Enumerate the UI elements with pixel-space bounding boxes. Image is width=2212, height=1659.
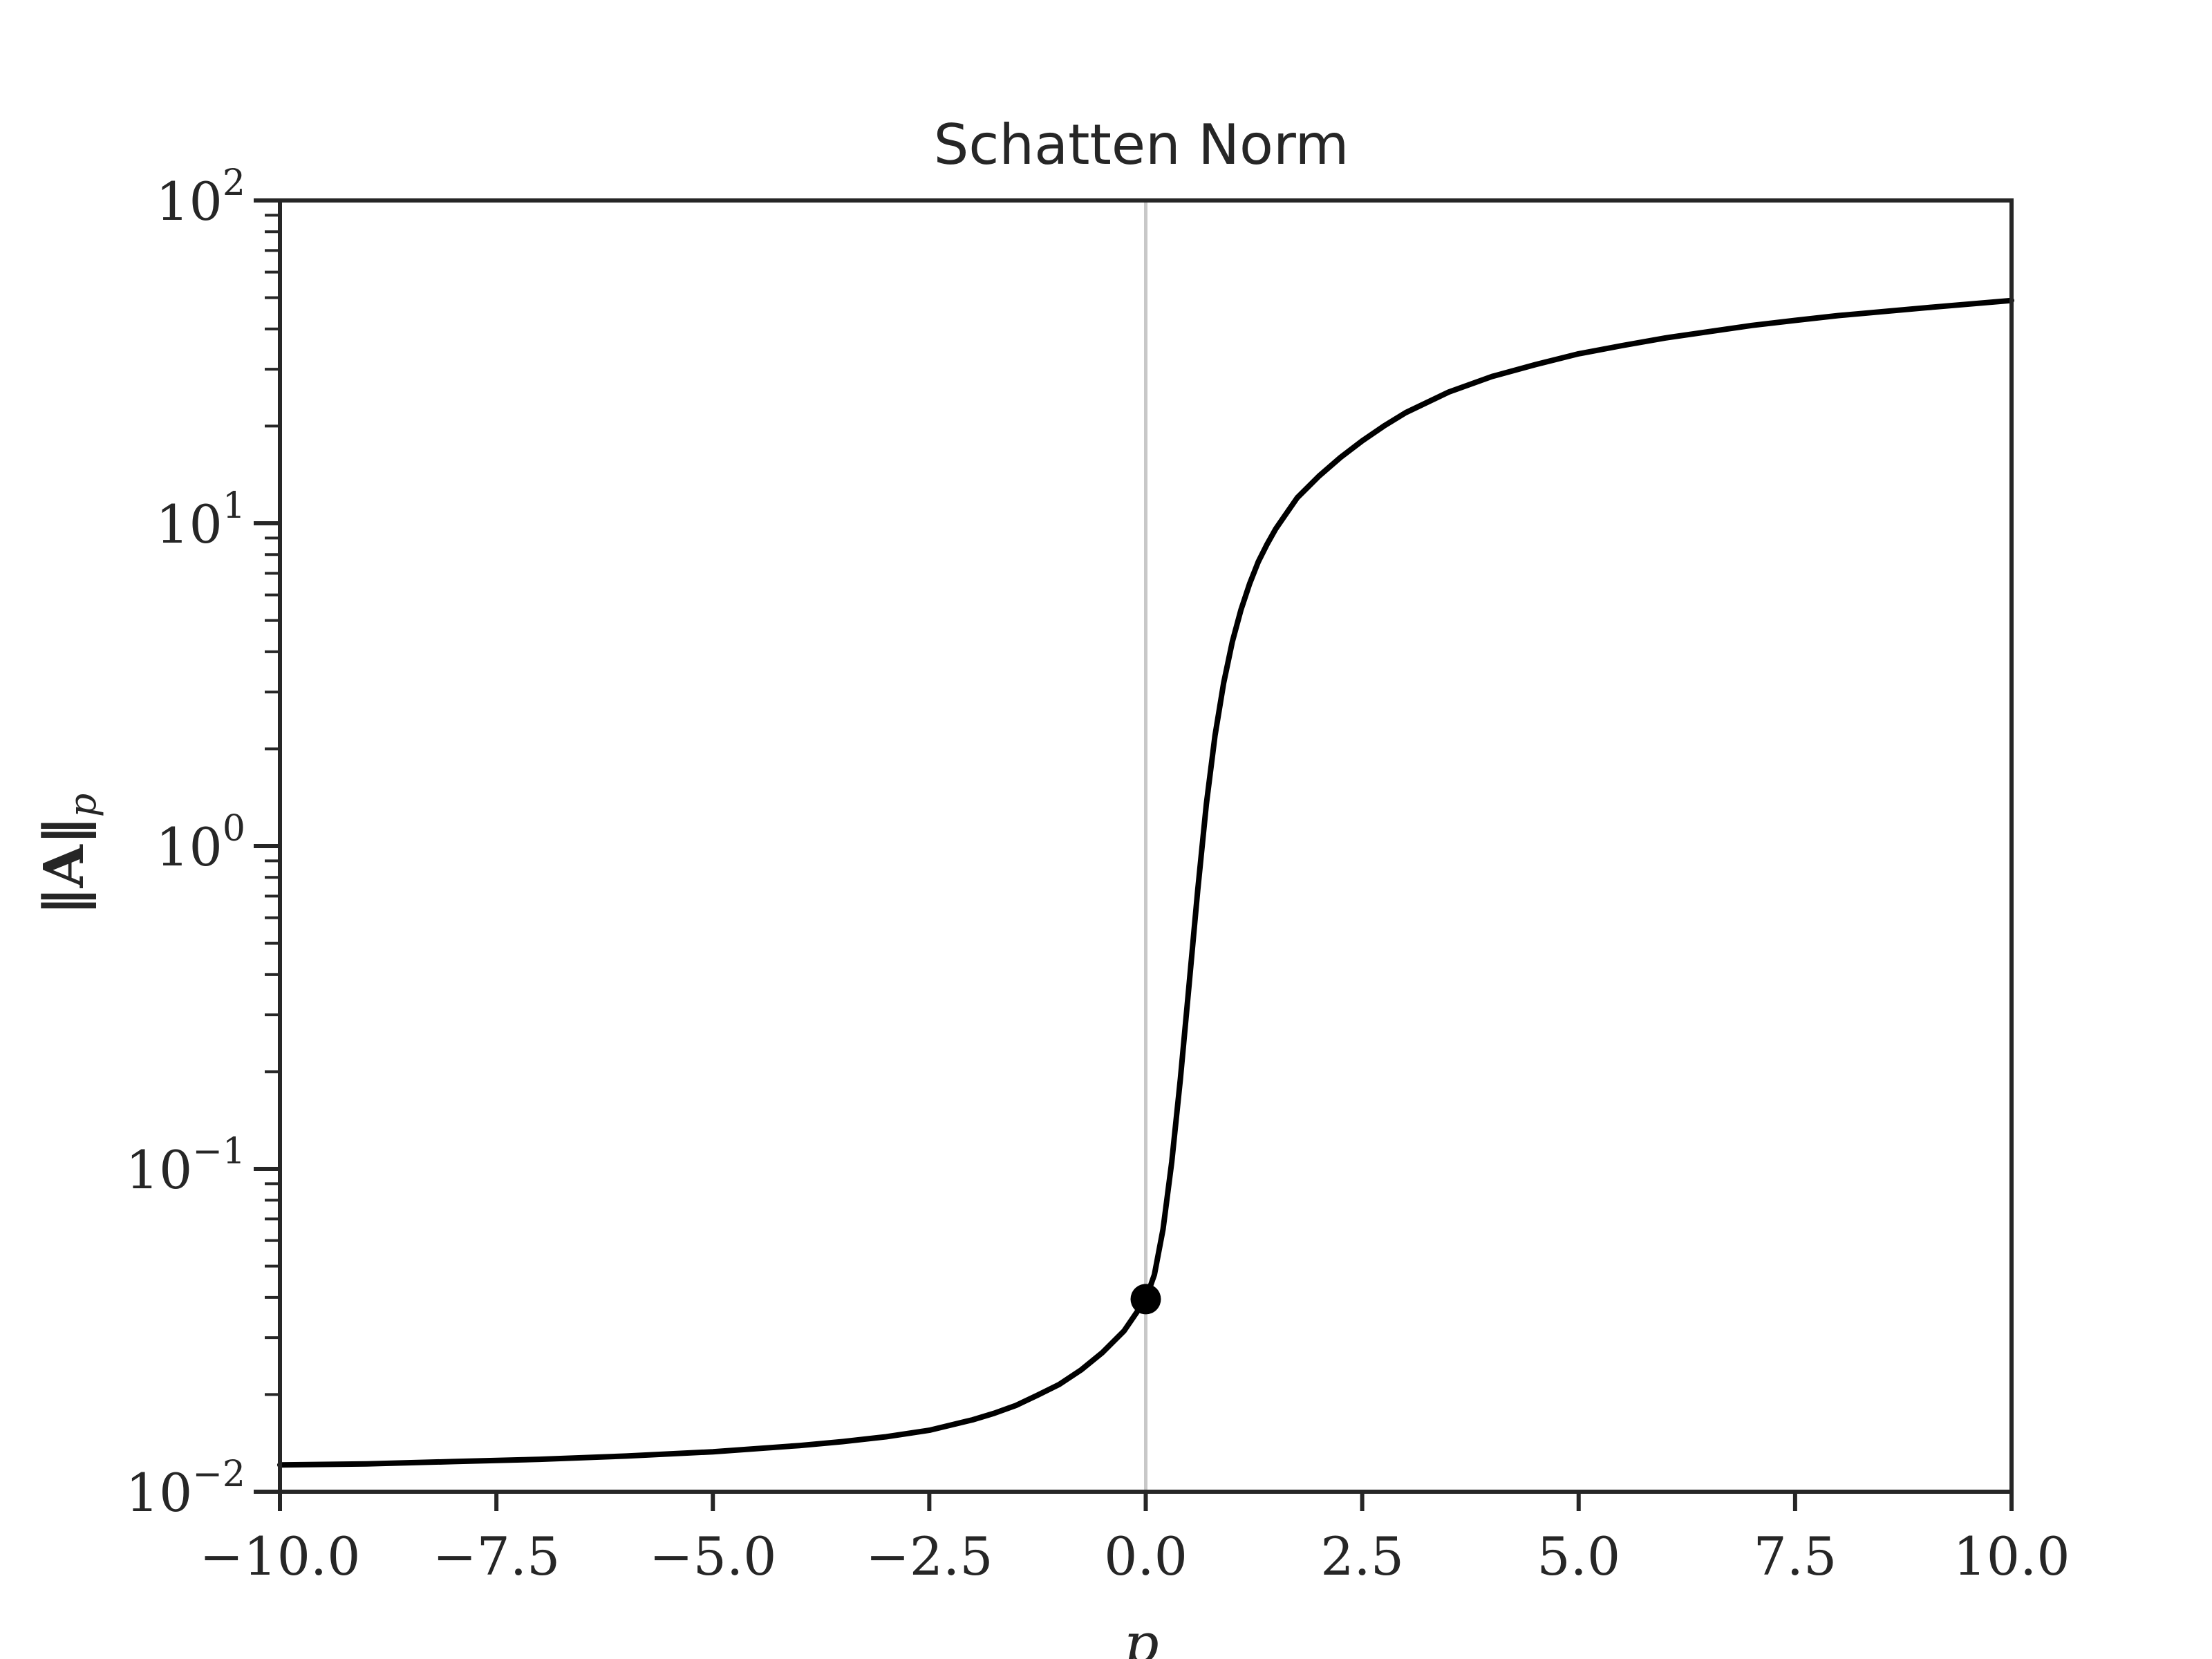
x-axis-label: p	[1123, 1611, 1159, 1659]
plot-area: −10.0 −7.5 −5.0 −2.5 0.0 2.5 5.0 7.5 10.0 10−2 10−…	[126, 162, 2070, 1587]
x-tick-label: 2.5	[1320, 1526, 1404, 1587]
series-line-0	[277, 297, 2014, 1468]
y-axis-label-main: ‖A‖	[31, 817, 97, 915]
x-tick-label: 10.0	[1953, 1526, 2070, 1587]
highlight-point	[1130, 1284, 1161, 1315]
x-tick-label: −7.5	[433, 1526, 561, 1587]
y-tick-label: 100	[156, 808, 245, 878]
x-tick-label: −2.5	[865, 1526, 993, 1587]
x-tick-label: −5.0	[649, 1526, 777, 1587]
y-tick-label: 101	[156, 485, 245, 555]
x-tick-label: 0.0	[1104, 1526, 1188, 1587]
x-tick-label: 5.0	[1537, 1526, 1620, 1587]
x-tick-label: 7.5	[1753, 1526, 1837, 1587]
chart-title: Schatten Norm	[934, 113, 1349, 177]
y-axis-label-subscript: p	[61, 794, 104, 818]
x-tick-label: −10.0	[200, 1526, 361, 1587]
y-tick-label: 102	[156, 162, 245, 232]
y-tick-label: 10−1	[126, 1131, 245, 1201]
y-tick-label: 10−2	[126, 1454, 245, 1524]
y-axis-label: ‖A‖p	[31, 794, 104, 916]
svg-text:‖A‖p: ‖A‖p	[31, 794, 104, 916]
